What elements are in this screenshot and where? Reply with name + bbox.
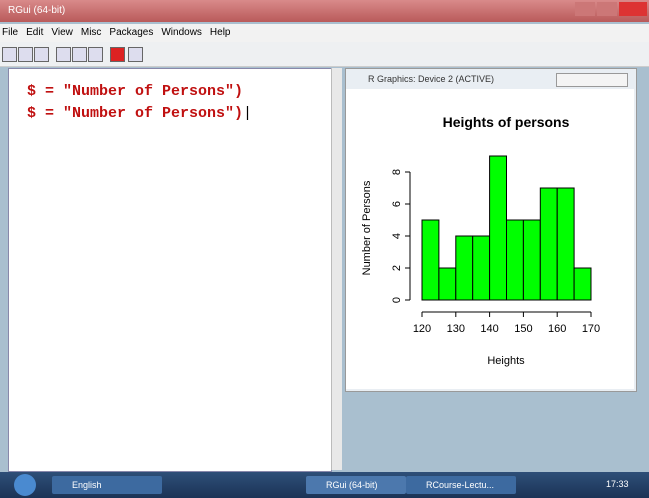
bar — [438, 267, 457, 301]
bar — [522, 219, 541, 301]
y-axis-label: Number of Persons — [361, 180, 373, 275]
tool-icon[interactable] — [18, 47, 33, 62]
graphics-window: R Graphics: Device 2 (ACTIVE) Heights of… — [345, 68, 637, 392]
menu-bar: File Edit View Misc Packages Windows Help — [0, 24, 649, 42]
menu-item[interactable]: Windows — [161, 27, 202, 38]
graphics-title: R Graphics: Device 2 (ACTIVE) — [368, 74, 495, 84]
bar — [556, 187, 575, 301]
taskbar: English RGui (64-bit) RCourse-Lectu... 1… — [0, 472, 649, 498]
clock: 17:33 — [606, 479, 629, 489]
tool-icon[interactable] — [2, 47, 17, 62]
y-tick-label: 6 — [391, 201, 403, 207]
bar — [455, 235, 474, 301]
code-line: $ = "Number of Persons")| — [27, 105, 253, 122]
menu-item[interactable]: View — [51, 27, 73, 38]
code-line: $ = "Number of Persons") — [27, 83, 244, 100]
bar — [472, 235, 491, 301]
chart-title: Heights of persons — [443, 114, 570, 130]
task-item[interactable]: RCourse-Lectu... — [406, 476, 516, 494]
tool-icon[interactable] — [88, 47, 103, 62]
x-tick-label: 140 — [480, 323, 498, 335]
menu-item[interactable]: Edit — [26, 27, 44, 38]
toolbar — [0, 42, 649, 67]
bar — [421, 219, 440, 301]
x-axis-label: Heights — [487, 355, 525, 367]
y-tick-label: 4 — [391, 233, 403, 239]
menu-item[interactable]: Help — [209, 27, 231, 38]
x-tick-label: 170 — [582, 323, 600, 335]
y-tick-label: 0 — [391, 297, 403, 303]
start-button[interactable] — [14, 474, 36, 496]
code-text: $ = "Number of Persons") — [27, 105, 244, 122]
x-tick-label: 120 — [413, 323, 431, 335]
console[interactable]: $ = "Number of Persons") $ = "Number of … — [8, 68, 332, 472]
window-title: RGui (64-bit) — [8, 5, 66, 16]
y-tick-label: 2 — [391, 265, 403, 271]
x-tick-label: 150 — [514, 323, 532, 335]
print-icon[interactable] — [128, 47, 143, 62]
menu-item[interactable]: File — [2, 27, 19, 38]
stop-icon[interactable] — [110, 47, 125, 62]
menu-item[interactable]: Misc — [80, 27, 102, 38]
tool-icon[interactable] — [72, 47, 87, 62]
bar — [573, 267, 592, 301]
task-item[interactable]: English — [52, 476, 162, 494]
plot: Heights of persons Heights Number of Perso… — [346, 89, 634, 389]
close-button[interactable] — [619, 2, 647, 16]
title-bar: RGui (64-bit) — [0, 0, 649, 22]
bar — [489, 155, 508, 301]
y-tick-label: 8 — [391, 169, 403, 175]
task-item[interactable]: RGui (64-bit) — [306, 476, 406, 494]
maximize-button[interactable] — [597, 2, 617, 16]
x-tick-label: 160 — [548, 323, 566, 335]
tool-icon[interactable] — [56, 47, 71, 62]
window-controls[interactable] — [556, 73, 628, 87]
scrollbar[interactable] — [331, 68, 342, 470]
bar — [506, 219, 524, 301]
x-tick-label: 130 — [447, 323, 465, 335]
menu-item[interactable]: Packages — [109, 27, 154, 38]
bar — [539, 187, 558, 301]
minimize-button[interactable] — [575, 2, 595, 16]
tool-icon[interactable] — [34, 47, 49, 62]
